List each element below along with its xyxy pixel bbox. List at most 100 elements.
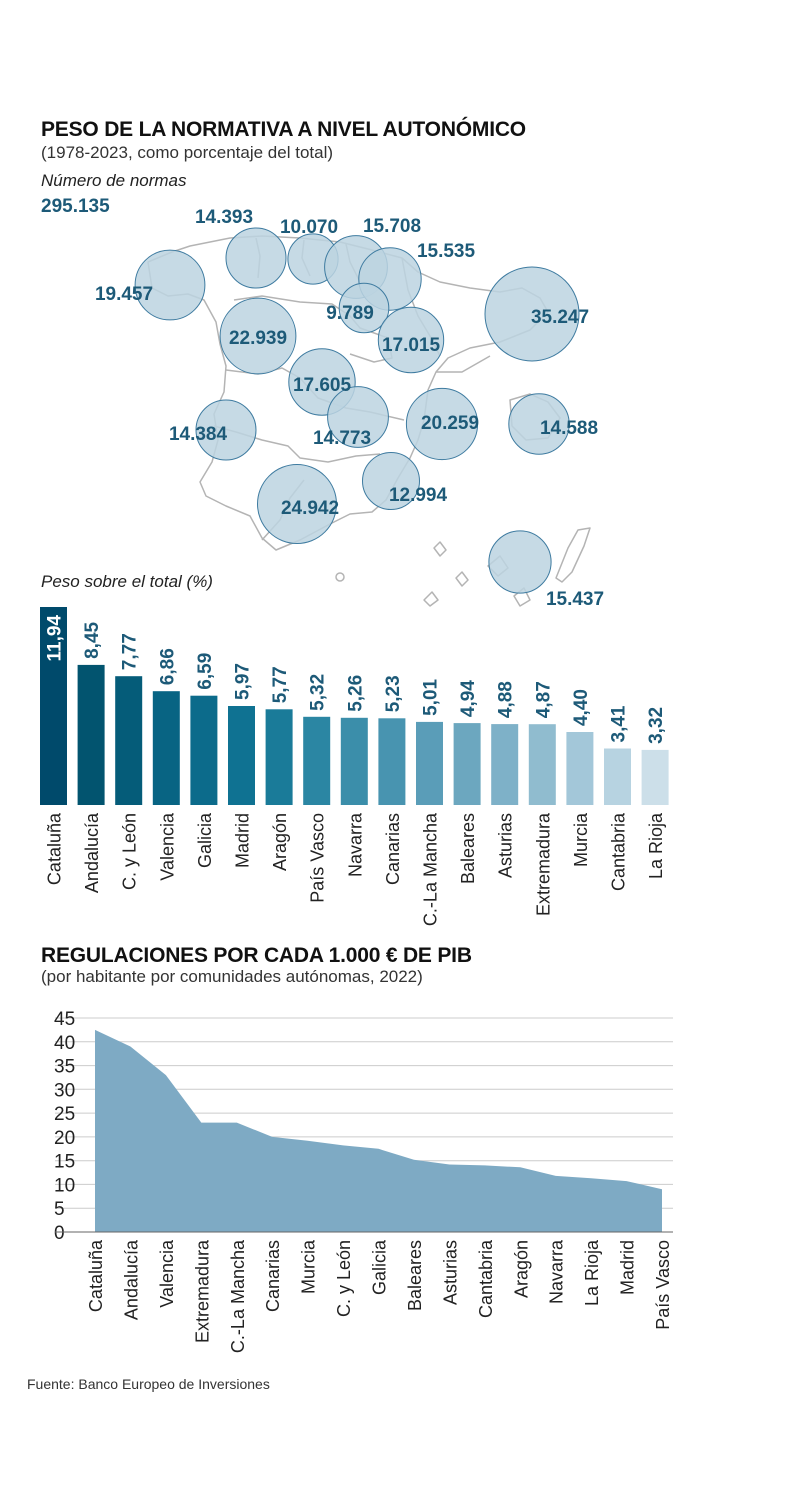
y-tick-label: 40 — [54, 1033, 75, 1054]
bar-category-label: La Rioja — [646, 812, 666, 879]
bar-category-label: Baleares — [458, 813, 478, 884]
bar-value-label: 6,59 — [195, 653, 216, 690]
map-bubble-label: 15.535 — [417, 241, 476, 262]
section2-subtitle: (por habitante por comunidades autónomas… — [41, 967, 423, 986]
bar-value-label: 5,77 — [270, 666, 291, 703]
bar-value-label: 4,94 — [458, 680, 479, 717]
bar-value-label: 3,32 — [646, 707, 667, 744]
x-category-label: C. y León — [334, 1240, 354, 1317]
map-bubble-label: 10.070 — [280, 217, 338, 238]
map-bubble — [225, 227, 287, 289]
y-tick-label: 5 — [54, 1199, 65, 1220]
bar-chart-label: Peso sobre el total (%) — [41, 572, 213, 591]
bar-chart: 11,94 Cataluña 8,45 Andalucía 7,77 C. y León 6… — [40, 607, 669, 926]
bar-value-label: 11,94 — [45, 615, 66, 662]
x-category-label: Cantabria — [476, 1239, 496, 1318]
bar — [152, 691, 180, 805]
map-bubble-label: 14.773 — [313, 428, 371, 449]
x-category-label: Aragón — [511, 1240, 531, 1298]
bar-category-label: Galicia — [195, 812, 215, 868]
bar-category-label: Valencia — [157, 812, 177, 881]
bar-category-label: C. y León — [120, 813, 140, 890]
bar-category-label: Extremadura — [533, 812, 553, 916]
bar — [115, 676, 143, 805]
bar-category-label: Madrid — [233, 813, 253, 868]
bar — [265, 709, 293, 805]
map-bubble — [327, 386, 389, 448]
bar-value-label: 6,86 — [157, 648, 178, 685]
map-bubble — [405, 387, 479, 461]
map-bubble — [257, 464, 337, 544]
map-bubble — [484, 266, 580, 362]
y-tick-label: 35 — [54, 1057, 75, 1078]
bar-value-label: 5,26 — [345, 675, 366, 712]
map-bubble — [134, 249, 206, 321]
map-bubble — [362, 452, 420, 510]
x-category-label: Murcia — [299, 1239, 319, 1294]
bar-value-label: 7,77 — [120, 633, 141, 670]
bar-value-label: 5,97 — [233, 663, 254, 700]
map-label: Número de normas — [41, 171, 187, 190]
page-title: PESO DE LA NORMATIVA A NIVEL AUTONÓMICO — [41, 118, 526, 141]
bar — [453, 723, 481, 805]
y-tick-label: 10 — [54, 1175, 75, 1196]
bar-category-label: Aragón — [270, 813, 290, 871]
map-bubble-label: 17.605 — [293, 375, 352, 396]
map-bubble-label: 20.259 — [421, 413, 479, 434]
map-bubble-label: 22.939 — [229, 328, 287, 349]
y-tick-label: 25 — [54, 1104, 75, 1125]
x-category-label: Asturias — [440, 1240, 460, 1305]
page-subtitle: (1978-2023, como porcentaje del total) — [41, 143, 334, 162]
bar-value-label: 4,40 — [571, 689, 592, 726]
bar-category-label: Cataluña — [45, 812, 65, 885]
x-category-label: País Vasco — [653, 1240, 673, 1330]
y-tick-label: 0 — [54, 1223, 65, 1244]
bar-category-label: Navarra — [345, 812, 365, 877]
bar-value-label: 3,41 — [609, 705, 630, 742]
y-tick-label: 20 — [54, 1128, 75, 1149]
map-bubble — [508, 393, 570, 455]
map-bubble-label: 17.015 — [382, 335, 441, 356]
total-normas: 295.135 — [41, 196, 110, 217]
y-tick-label: 45 — [54, 1009, 75, 1030]
bar-category-label: Andalucía — [82, 812, 102, 893]
y-tick-label: 15 — [54, 1152, 75, 1173]
map-bubble-label: 14.384 — [169, 424, 228, 445]
bar-category-label: Cantabria — [609, 812, 629, 891]
x-category-label: Navarra — [547, 1239, 567, 1304]
bar — [190, 695, 218, 805]
map-bubble — [488, 530, 552, 594]
bar — [340, 717, 368, 805]
map-bubble — [195, 399, 257, 461]
map-bubble-label: 14.588 — [540, 418, 598, 439]
map-bubble-label: 15.708 — [363, 216, 421, 237]
map-bubble-label: 35.247 — [531, 307, 589, 328]
bar-value-label: 4,88 — [496, 681, 517, 718]
map-bubble-label: 14.393 — [195, 207, 253, 228]
section2-title: REGULACIONES POR CADA 1.000 € DE PIB — [41, 944, 472, 967]
bar-category-label: Asturias — [496, 813, 516, 878]
bar — [528, 724, 556, 805]
bar — [378, 718, 406, 805]
map-bubble-label: 9.789 — [326, 303, 374, 324]
map-bubble-label: 24.942 — [281, 498, 339, 519]
x-category-label: Andalucía — [121, 1239, 141, 1320]
x-category-label: Madrid — [618, 1240, 638, 1295]
map-bubble — [338, 282, 390, 334]
y-tick-label: 30 — [54, 1080, 75, 1101]
bar — [303, 716, 331, 805]
map-bubble-label: 12.994 — [389, 485, 448, 506]
bar-value-label: 8,45 — [82, 621, 103, 658]
bar — [566, 732, 594, 805]
x-category-label: Baleares — [405, 1240, 425, 1311]
bar-value-label: 5,32 — [308, 674, 329, 711]
bar — [77, 664, 105, 805]
bar-value-label: 5,23 — [383, 675, 404, 712]
bar — [641, 749, 669, 805]
bar — [604, 748, 631, 805]
x-category-label: Cataluña — [86, 1239, 106, 1312]
source-note: Fuente: Banco Europeo de Inversiones — [27, 1376, 270, 1392]
spain-bubble-map: 19.457 14.393 10.070 15.708 15.535 9.789 35.24… — [95, 207, 604, 610]
bar — [491, 724, 519, 805]
